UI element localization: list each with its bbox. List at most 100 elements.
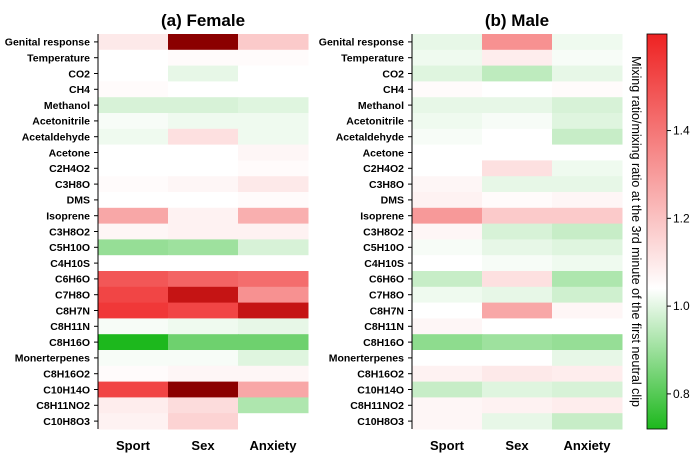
heatmap-cell [238,97,309,114]
row-label: C8H16O2 [43,369,90,381]
heatmap-cell [482,286,553,304]
heatmap-cell [482,365,553,383]
row-label: Monerterpenes [15,353,90,365]
heatmap-cell [98,302,169,319]
heatmap-cell [98,144,169,161]
colorbar: 0.8 1.0 1.2 1.4 Mixing ratio/mixing ratio at… [629,33,690,430]
heatmap-cell [168,97,239,114]
heatmap-cell [238,113,309,130]
heatmap-cell [552,350,623,367]
heatmap-cell [552,302,623,319]
heatmap-cell [412,223,483,240]
heatmap-cell [98,223,169,240]
row-label: Isoprene [360,211,404,223]
heatmap-cell [552,97,623,114]
heatmap-cell [482,397,553,414]
heatmap-cell [482,160,553,177]
heatmap-cell [552,81,623,98]
heatmap-cell [482,350,553,367]
row-label: C3H8O [55,179,90,191]
heatmap-cell [168,160,239,177]
heatmap-cell [238,207,309,225]
column-label: Sport [116,438,151,453]
heatmap-cell [168,113,239,130]
row-label: C8H11N [50,321,90,333]
heatmap-cell [552,34,623,51]
heatmap-cell [238,176,309,193]
column-label: Sport [430,438,465,453]
heatmap-cell [98,128,169,146]
heatmap-cell [238,413,309,430]
row-label: C2H4O2 [363,163,404,175]
heatmap-cell [412,49,483,67]
heatmap-cell [552,128,623,146]
heatmap-cell [552,160,623,177]
row-label: Acetone [49,147,91,159]
row-label: C4H10S [50,258,90,270]
heatmap-cell [238,160,309,177]
heatmap-cell [168,381,239,398]
row-label: DMS [381,195,404,207]
heatmap-cell [482,97,553,114]
heatmap-cell [98,65,169,82]
heatmap-panel-male: (b) Male Genital response Temperature CO2 CH… [319,11,623,453]
heatmap-cell [238,286,309,304]
row-label: DMS [67,195,90,207]
heatmap-cell [168,34,239,51]
row-label: C3H8O [369,179,404,191]
heatmap-cell [552,239,623,256]
heatmap-cell [168,207,239,225]
heatmap-cell [238,255,309,272]
row-label: Genital response [5,37,90,49]
row-label: C10H14O [357,384,404,396]
heatmap-cell [168,271,239,288]
heatmap-cell [412,271,483,288]
row-label: C8H11NO2 [36,400,90,412]
heatmap-cell [98,286,169,304]
colorbar-tick-label: 1.2 [673,211,690,225]
heatmap-cell [98,207,169,225]
heatmap-cell [98,365,169,383]
heatmap-cell [168,334,239,351]
heatmap-cell [412,334,483,351]
row-label: C8H11NO2 [350,400,404,412]
row-label: C3H8O2 [49,226,90,238]
heatmap-cell [238,318,309,335]
heatmap-cell [412,255,483,272]
row-label: Temperature [27,53,90,65]
heatmap-cell [482,381,553,398]
row-label: CH4 [69,84,90,96]
heatmap-cell [482,176,553,193]
heatmap-cell [412,65,483,82]
row-label: Methanol [44,100,90,112]
colorbar-tick-label: 1.0 [673,299,690,313]
heatmap-cell [482,144,553,161]
heatmap-cell [238,271,309,288]
heatmap-panels: (a) Female Genital response Temperature CO2… [5,11,623,453]
heatmap-cell [412,397,483,414]
heatmap-cell [552,49,623,67]
heatmap-cell [412,113,483,130]
heatmap-cell [482,128,553,146]
heatmap-cell [98,271,169,288]
heatmap-cell [412,176,483,193]
heatmap-cell [482,113,553,130]
heatmap-cell [98,318,169,335]
heatmap-cell [412,207,483,225]
panel-title: (a) Female [161,11,245,30]
heatmap-cell [238,128,309,146]
heatmap-cell [412,318,483,335]
heatmap-cell [412,160,483,177]
colorbar-tick-label: 0.8 [673,387,690,401]
row-label: C8H16O [49,337,90,349]
heatmap-cell [552,192,623,209]
heatmap-cell [412,34,483,51]
heatmap-cell [238,381,309,398]
row-label: C6H6O [369,274,404,286]
heatmap-cell [412,97,483,114]
heatmap-cell [482,334,553,351]
heatmap-cell [482,302,553,319]
heatmap-cell [238,49,309,67]
row-label: Temperature [341,53,404,65]
